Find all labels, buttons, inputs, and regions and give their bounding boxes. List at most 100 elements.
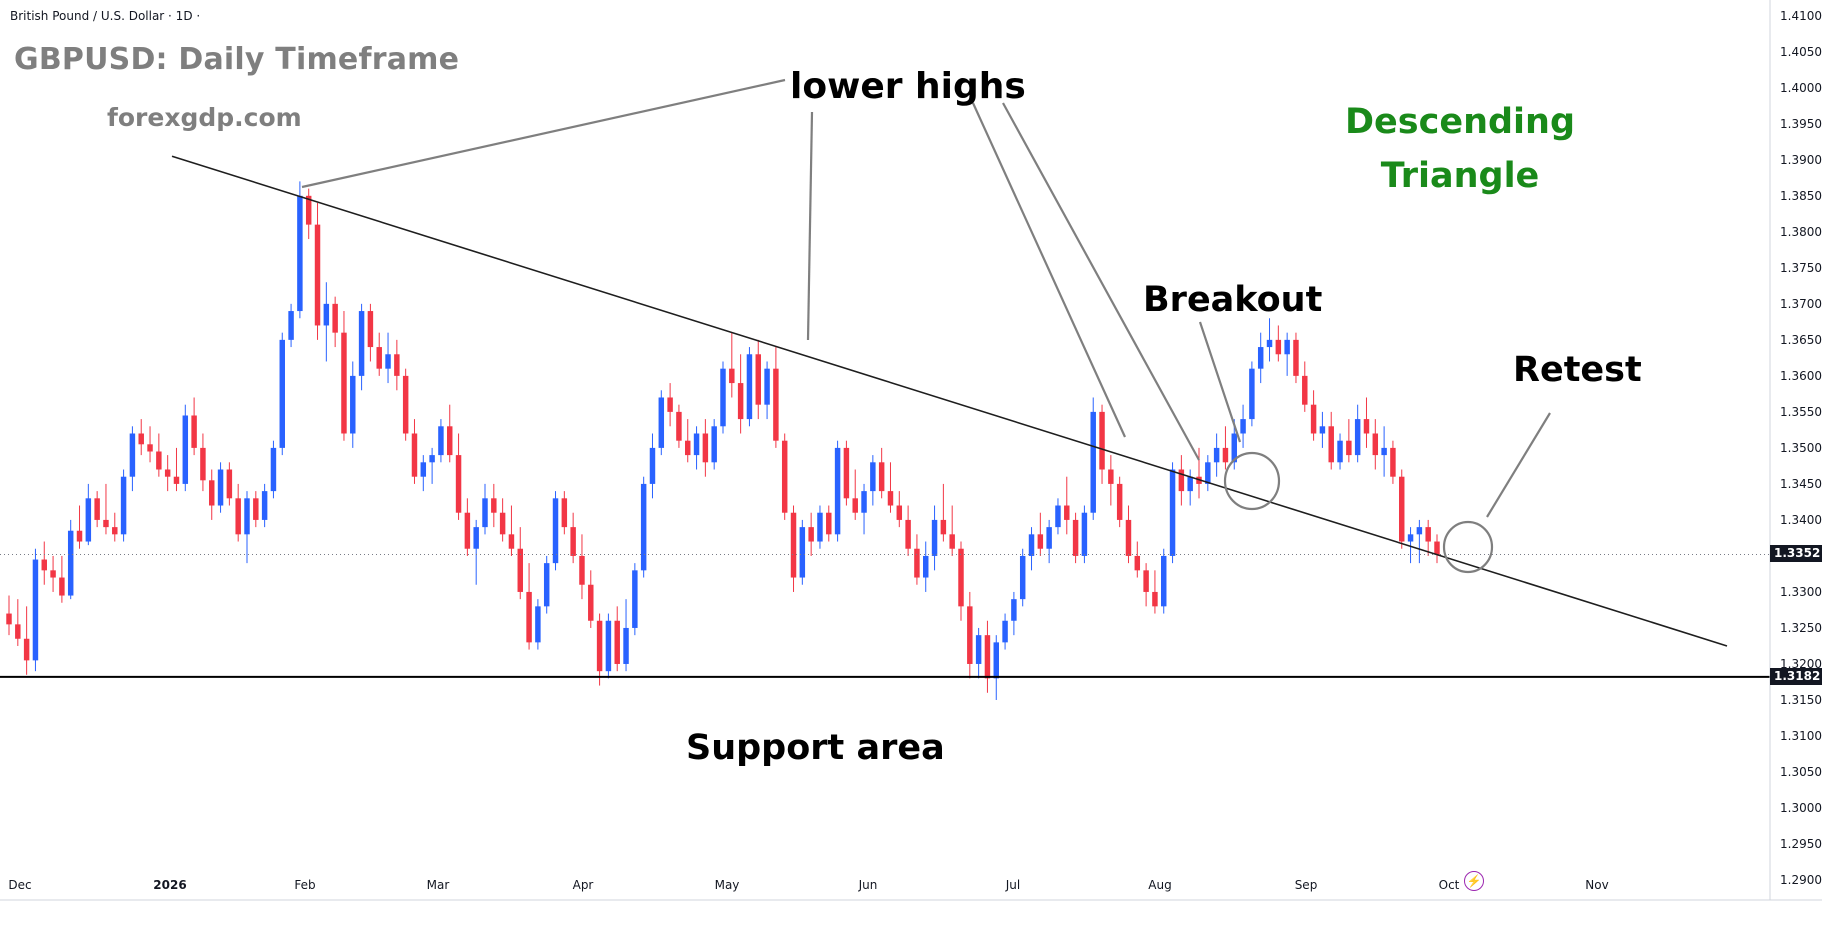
candle-body — [94, 498, 100, 520]
y-tick-label: 1.2900 — [1780, 873, 1822, 887]
candle-body — [596, 620, 603, 672]
candle-body — [870, 462, 876, 492]
candle-body — [790, 512, 797, 578]
candle-body — [570, 527, 576, 556]
candle-body — [826, 512, 832, 535]
candle-body — [1390, 447, 1396, 477]
descending-trendline — [171, 155, 1728, 647]
lightning-icon[interactable]: ⚡ — [1464, 871, 1484, 891]
y-tick-label: 1.3700 — [1780, 297, 1822, 311]
candle-body — [226, 469, 233, 499]
candle-body — [279, 339, 285, 448]
candle-body — [737, 383, 744, 420]
y-tick-label: 1.3150 — [1780, 693, 1822, 707]
candle-body — [15, 624, 21, 639]
candle-body — [552, 498, 559, 564]
candle-body — [781, 440, 788, 513]
candle-body — [217, 469, 224, 506]
y-tick-label: 1.3800 — [1780, 225, 1822, 239]
candle-body — [491, 498, 497, 513]
candle-body — [129, 433, 136, 477]
candle-body — [376, 347, 382, 369]
candle-body — [1046, 527, 1052, 549]
candle-body — [385, 354, 391, 369]
candle-body — [720, 368, 726, 427]
y-tick-label: 1.3900 — [1780, 153, 1822, 167]
y-tick-label: 1.3850 — [1780, 189, 1822, 203]
y-tick-label: 1.3100 — [1780, 729, 1822, 743]
x-tick-label: Jun — [858, 878, 878, 892]
candle-body — [1037, 534, 1044, 549]
candle-body — [861, 491, 867, 513]
candle-body — [526, 591, 532, 643]
candle-body — [561, 498, 568, 528]
candle-body — [297, 195, 303, 312]
x-tick-label: May — [715, 878, 740, 892]
support-area-label: Support area — [686, 728, 945, 768]
candle-body — [120, 476, 127, 535]
candle-body — [6, 613, 12, 625]
candle-body — [1319, 426, 1326, 434]
candle-body — [1187, 476, 1193, 492]
x-tick-label: Dec — [8, 878, 31, 892]
x-tick-label: Apr — [573, 878, 594, 892]
candle-body — [640, 483, 647, 571]
candle-body — [67, 530, 74, 596]
website-watermark: forexgdp.com — [107, 103, 302, 132]
candle-body — [984, 635, 991, 679]
candle-body — [1161, 555, 1167, 607]
candle-body — [1169, 469, 1176, 556]
candle-body — [1125, 519, 1132, 556]
y-tick-label: 1.3400 — [1780, 513, 1822, 527]
candle-body — [1081, 512, 1088, 556]
symbol-header[interactable]: British Pound / U.S. Dollar · 1D · — [10, 9, 201, 23]
candle-body — [755, 354, 761, 405]
support-price-tag: 1.3182 — [1770, 667, 1822, 685]
candle-body — [1381, 447, 1387, 456]
y-tick-label: 1.3550 — [1780, 405, 1822, 419]
candle-body — [138, 433, 144, 445]
y-tick-label: 1.3250 — [1780, 621, 1822, 635]
candle-body — [1152, 591, 1158, 607]
candle-body — [905, 519, 911, 549]
candle-body — [182, 415, 189, 484]
candle-body — [438, 426, 444, 456]
x-tick-label: Jul — [1005, 878, 1020, 892]
y-tick-label: 1.4100 — [1780, 9, 1822, 23]
candle-body — [887, 491, 894, 506]
candle-body — [711, 426, 717, 463]
candle-body — [244, 498, 250, 535]
candle-body — [1213, 447, 1220, 463]
candle-body — [455, 455, 462, 513]
candle-body — [32, 559, 39, 661]
y-tick-label: 1.4000 — [1780, 81, 1822, 95]
y-tick-label: 1.4050 — [1780, 45, 1822, 59]
candle-body — [834, 447, 841, 535]
candle-body — [1354, 419, 1361, 456]
candle-body — [235, 498, 241, 535]
candle-body — [332, 303, 338, 333]
candle-body — [1240, 419, 1246, 434]
candle-body — [1346, 440, 1352, 456]
candle-body — [367, 311, 374, 348]
y-tick-label: 1.3200 — [1780, 657, 1822, 671]
y-tick-label: 1.3050 — [1780, 765, 1822, 779]
candle-body — [1337, 440, 1343, 463]
candle-body — [1222, 447, 1229, 463]
candle-body — [588, 584, 594, 621]
candle-body — [1328, 426, 1334, 463]
x-tick-label: Sep — [1295, 878, 1318, 892]
y-tick-label: 1.3000 — [1780, 801, 1822, 815]
candle-body — [499, 512, 506, 535]
y-tick-label: 1.3500 — [1780, 441, 1822, 455]
pattern-label-line2: Triangle — [1380, 156, 1540, 196]
candle-body — [535, 606, 541, 643]
y-tick-label: 1.3950 — [1780, 117, 1822, 131]
candle-body — [1055, 505, 1061, 528]
candle-body — [878, 462, 885, 492]
candle-body — [958, 548, 964, 607]
candle-body — [1257, 347, 1264, 369]
candle-body — [967, 606, 973, 664]
